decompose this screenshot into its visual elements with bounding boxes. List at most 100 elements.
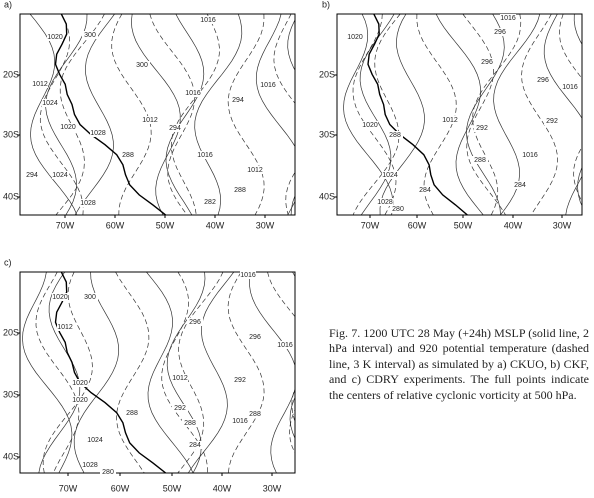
label-bg [57,323,73,331]
coastline [367,14,468,215]
isotherm [177,272,224,473]
isotherm [462,14,506,215]
contour-label: 296 [249,334,261,341]
label-bg [202,198,218,206]
contour-label: 294 [26,172,38,179]
label-bg [124,409,140,417]
contour-label: 284 [419,187,431,194]
isotherm [35,272,80,473]
label-bg [82,461,98,469]
contour-label: 296 [189,319,201,326]
contour-label: 1012 [172,375,188,382]
label-bg [247,410,263,418]
contour-label: 288 [474,157,486,164]
isotherm [285,171,295,215]
isobar [73,272,120,473]
label-bg [82,31,98,39]
isotherm [352,14,401,215]
isobar [466,14,505,215]
label-bg [390,205,406,213]
isotherm [472,14,522,215]
y-tick-label: 20S [319,69,335,79]
contour-label: 1012 [442,117,458,124]
y-tick-label: 30S [3,389,19,399]
label-bg [82,293,98,301]
x-tick-label: 60W [408,220,427,230]
isotherm [227,14,265,215]
contour-label: 1012 [247,167,263,174]
isobar [379,14,425,215]
contour-label: 1012 [32,81,48,88]
label-bg [362,121,378,129]
contour-label: 1024 [42,100,58,107]
label-bg [247,333,263,341]
isobar [287,19,295,215]
map-lines [343,14,582,215]
contour-label: 292 [476,125,488,132]
label-bg [42,99,58,107]
isobar [543,14,582,215]
label-bg [182,419,198,427]
isobar [249,272,295,473]
map-lines [22,272,295,473]
x-tick-label: 40W [206,220,225,230]
isotherm [559,14,582,203]
contour-label: 284 [514,182,526,189]
label-bg [232,417,248,425]
x-tick-label: 60W [111,483,130,493]
isotherm [39,14,84,215]
contour-label: 288 [126,410,138,417]
label-bg [544,117,560,125]
contour-label: 1016 [500,15,516,22]
isobar [131,14,181,215]
contour-label: 1016 [197,152,213,159]
x-tick-label: 50W [163,483,182,493]
map-frame [19,13,296,216]
isobar [359,14,395,215]
contour-label: 288 [249,411,261,418]
contour-label: 300 [84,32,96,39]
contour-label: 1016 [232,418,248,425]
label-bg [47,33,63,41]
contour-label: 288 [234,187,246,194]
label-bg [492,28,508,36]
contour-label: 292 [546,118,558,125]
label-bg [377,198,393,206]
contour-label: 280 [392,206,404,213]
label-bg [120,151,136,159]
map-lines [29,14,295,215]
x-tick-label: 70W [59,483,78,493]
label-bg [90,129,106,137]
contour-label: 1016 [260,82,276,89]
isobar [255,14,295,215]
label-bg [247,166,263,174]
isotherm [149,14,195,215]
label-bg [172,404,188,412]
label-bg [260,81,276,89]
x-tick-label: 50W [454,220,473,230]
y-tick-label: 20S [3,327,19,337]
label-bg [417,186,433,194]
isobar [29,14,78,215]
caption: Fig. 7. 1200 UTC 28 May (+24h) MSLP (sol… [329,326,589,402]
contour-label: 1020 [47,34,63,41]
contour-label: 1020 [52,294,68,301]
isotherm [267,272,295,454]
contour-label: 1020 [347,34,363,41]
label-bg [562,83,578,91]
isobar [146,272,194,473]
contour-label: 1016 [277,342,293,349]
isobar [573,14,582,207]
isotherm [111,14,152,215]
label-bg [52,293,68,301]
label-bg [200,16,216,24]
label-bg [187,318,203,326]
contour-label: 288 [389,132,401,139]
label-bg [474,124,490,132]
y-tick-label: 20S [3,69,19,79]
contour-label: 296 [494,29,506,36]
isotherm [55,14,105,215]
contour-label: 1028 [90,130,106,137]
x-tick-label: 30W [263,483,282,493]
contour-label: 1024 [87,437,103,444]
